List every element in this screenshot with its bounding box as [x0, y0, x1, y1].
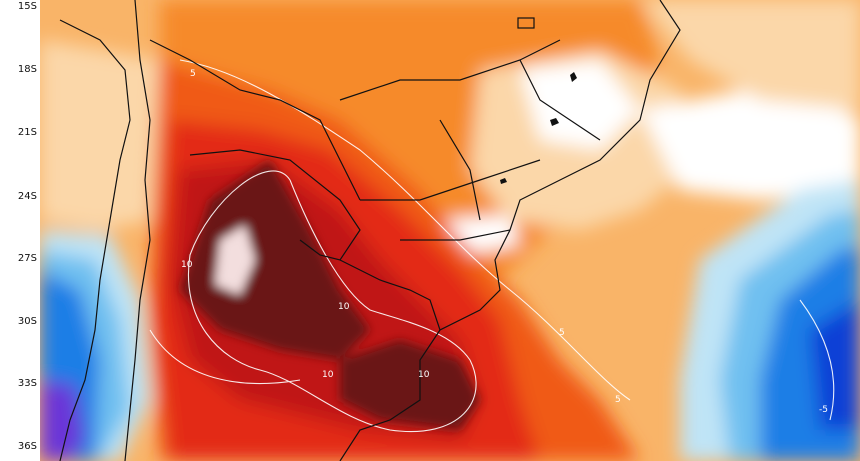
- map-panel: 5 10 10 10 10 5 5 -5: [40, 0, 860, 461]
- white-area-east: [520, 60, 640, 150]
- contour-minus5: [799, 299, 835, 421]
- contour-label-5-ocean: 5: [615, 395, 621, 405]
- state-border-brazil-4: [439, 119, 481, 221]
- lat-label-33s: 33S: [17, 378, 37, 389]
- pale-pink-peak: [215, 225, 255, 295]
- anomaly-core: [180, 160, 480, 430]
- south-america-coastline: [59, 0, 681, 461]
- lat-label-30s: 30S: [17, 316, 37, 327]
- political-borders: [59, 0, 681, 461]
- contour-label-10-west: 10: [181, 260, 193, 270]
- contour-label-10-south-b: 10: [418, 370, 430, 380]
- contour-5: [179, 59, 631, 401]
- lat-label-15s: 15S: [17, 1, 37, 12]
- contour-lines: [149, 59, 835, 432]
- lake-4: [500, 178, 507, 184]
- lake-2: [570, 72, 577, 82]
- dark-maroon-core-south: [340, 340, 480, 430]
- lake-1: [517, 17, 535, 29]
- map-canvas: 5 10 10 10 10 5 5 -5: [40, 0, 860, 461]
- pale-west-ocean: [40, 40, 160, 230]
- lake-3: [550, 118, 559, 126]
- contour-label-5-north: 5: [190, 69, 196, 79]
- lat-label-24s: 24S: [17, 191, 37, 202]
- lat-label-27s: 27S: [17, 253, 37, 264]
- contour-10: [188, 170, 477, 432]
- purple-southwest: [40, 380, 85, 461]
- country-border-andes: [124, 0, 151, 461]
- state-border-brazil-2: [360, 159, 541, 201]
- contour-label-10-south-a: 10: [322, 370, 334, 380]
- country-border-argentina-uruguay: [339, 259, 441, 331]
- deep-blue-east: [810, 300, 860, 430]
- state-border-brazil-1: [339, 39, 561, 101]
- lat-label-36s: 36S: [17, 441, 37, 452]
- contour-label-10-center: 10: [338, 302, 350, 312]
- contour-5-south: [149, 329, 301, 385]
- country-border-bolivia-brazil: [149, 39, 361, 201]
- contour-label-minus5: -5: [819, 405, 828, 415]
- country-border-paraguay: [189, 149, 361, 261]
- lat-label-18s: 18S: [17, 64, 37, 75]
- state-border-brazil-5: [519, 59, 601, 141]
- lakes: [500, 17, 577, 184]
- state-border-brazil-3: [400, 229, 511, 241]
- white-area-ocean: [640, 80, 860, 200]
- pale-ocean-north: [640, 0, 860, 110]
- contour-value-labels: 5 10 10 10 10 5 5 -5: [181, 69, 828, 415]
- latitude-axis: 15S 18S 21S 24S 27S 30S 33S 36S: [0, 0, 40, 461]
- dark-maroon-core-north: [180, 160, 370, 360]
- contour-label-5-coast: 5: [559, 328, 565, 338]
- lat-label-21s: 21S: [17, 127, 37, 138]
